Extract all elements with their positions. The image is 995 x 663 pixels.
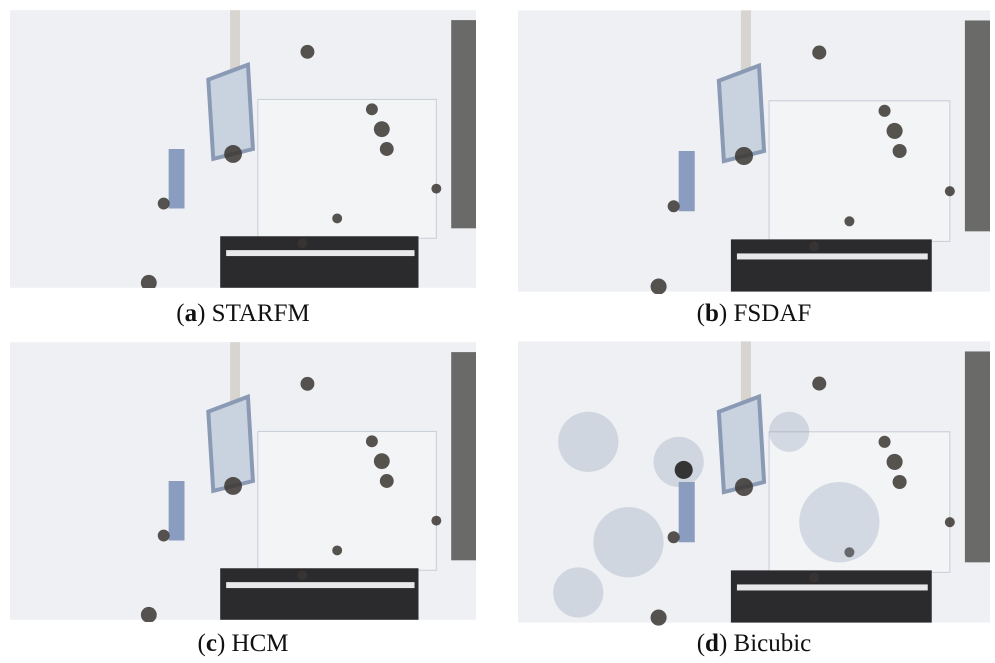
paren: (: [697, 300, 705, 327]
structure: [719, 66, 764, 161]
tree: [298, 570, 308, 580]
texture: [769, 412, 809, 452]
tree: [809, 241, 819, 251]
paren: (: [198, 630, 206, 657]
lot: [258, 431, 436, 570]
tree: [374, 121, 390, 137]
tree: [887, 123, 903, 139]
vehicles: [169, 481, 185, 540]
tree: [332, 545, 342, 555]
tree: [380, 142, 394, 156]
tree: [735, 478, 753, 496]
tree: [893, 144, 907, 158]
tree: [651, 279, 667, 294]
structure: [719, 397, 764, 492]
vehicles: [679, 482, 695, 542]
texture: [654, 437, 704, 487]
structure: [208, 65, 253, 159]
caption-a: (a) STARFM: [10, 300, 476, 328]
tree: [332, 213, 342, 223]
tree: [887, 454, 903, 470]
building: [220, 236, 418, 288]
tree: [380, 474, 394, 488]
label: ) FSDAF: [719, 300, 811, 327]
letter: b: [705, 300, 719, 327]
tree: [301, 45, 315, 59]
caption-b: (b) FSDAF: [518, 300, 990, 328]
tree: [366, 103, 378, 115]
image-b: [518, 8, 990, 294]
building: [220, 568, 418, 620]
tree: [812, 46, 826, 60]
image-c: [10, 340, 476, 622]
building: [731, 570, 932, 622]
letter: c: [206, 630, 217, 657]
tree: [879, 105, 891, 117]
lot: [769, 101, 950, 242]
tree: [158, 530, 170, 542]
treeline: [965, 351, 990, 562]
tree: [224, 477, 242, 495]
figure: (a) STARFM (b) FSDAF (c) HCM (d) Bicubic: [0, 0, 995, 663]
letter: d: [705, 630, 719, 657]
tree: [812, 377, 826, 391]
road: [741, 10, 751, 70]
paren: (: [697, 630, 705, 657]
treeline: [451, 20, 476, 228]
lot: [258, 99, 436, 238]
tree: [879, 436, 891, 448]
tree: [374, 453, 390, 469]
road: [741, 341, 751, 401]
tree: [945, 186, 955, 196]
tree: [668, 200, 680, 212]
tree: [298, 238, 308, 248]
letter: a: [185, 300, 198, 327]
label: ) Bicubic: [719, 630, 811, 657]
treeline: [965, 20, 990, 231]
tree: [735, 147, 753, 165]
tree: [809, 572, 819, 582]
tree: [301, 377, 315, 391]
treeline: [451, 352, 476, 560]
tree: [945, 517, 955, 527]
image-a: [10, 10, 476, 288]
vehicles: [169, 149, 185, 208]
tree: [844, 216, 854, 226]
tree: [158, 198, 170, 210]
roof-stripe: [737, 584, 928, 590]
tree: [668, 531, 680, 543]
caption-d: (d) Bicubic: [518, 630, 990, 658]
texture: [558, 412, 618, 472]
roof-stripe: [226, 582, 414, 588]
caption-c: (c) HCM: [10, 630, 476, 658]
vehicles: [679, 151, 695, 211]
texture: [553, 567, 603, 617]
roof-stripe: [226, 250, 414, 256]
structure: [208, 397, 253, 491]
tree: [431, 516, 441, 526]
label: ) STARFM: [197, 300, 310, 327]
building: [731, 239, 932, 291]
road: [230, 10, 240, 69]
road: [230, 342, 240, 401]
roof-stripe: [737, 253, 928, 259]
tree: [651, 610, 667, 626]
tree: [675, 461, 693, 479]
tree: [224, 145, 242, 163]
tree: [893, 475, 907, 489]
image-d: [518, 338, 990, 626]
label: ) HCM: [217, 630, 289, 657]
paren: (: [176, 300, 184, 327]
tree: [431, 184, 441, 194]
texture: [799, 482, 879, 562]
texture: [593, 507, 663, 577]
tree: [366, 435, 378, 447]
